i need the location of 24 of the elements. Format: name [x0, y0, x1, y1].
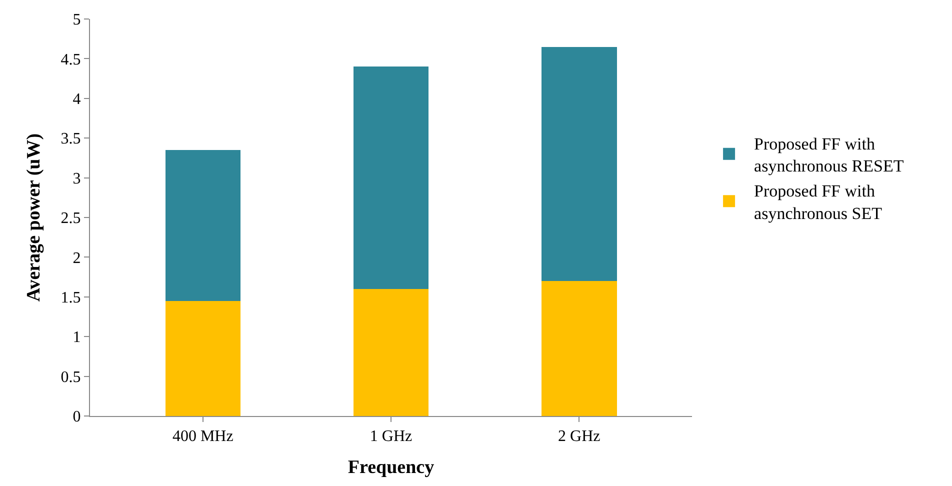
y-tick-label: 0.5: [60, 368, 81, 386]
bar: [165, 150, 240, 301]
y-tick-label: 0: [72, 408, 81, 426]
y-tick-label: 2.5: [60, 210, 81, 228]
legend-label: Proposed FF with asynchronous RESET: [754, 134, 904, 176]
y-tick-label: 2: [72, 250, 81, 267]
x-tick-label: 2 GHz: [558, 428, 600, 446]
y-tick-label: 5: [72, 12, 81, 29]
legend-label: Proposed FF with asynchronous SET: [754, 182, 883, 223]
y-axis-title: Average power (uW): [24, 133, 45, 302]
bar: [353, 288, 429, 416]
y-tick-label: 3.5: [60, 130, 81, 148]
x-axis-title: Frequency: [348, 457, 435, 478]
y-tick-label: 4: [72, 91, 81, 108]
y-tick-label: 1: [72, 329, 81, 346]
bar: [542, 46, 617, 282]
y-tick-label: 3: [72, 170, 81, 188]
bar: [542, 281, 617, 416]
bar: [353, 66, 429, 289]
bar: [165, 300, 240, 416]
x-tick-label: 400 MHz: [172, 428, 234, 446]
x-tick-label: 1 GHz: [370, 428, 412, 446]
y-tick-label: 4.5: [60, 51, 81, 68]
y-tick-label: 1.5: [60, 290, 81, 306]
